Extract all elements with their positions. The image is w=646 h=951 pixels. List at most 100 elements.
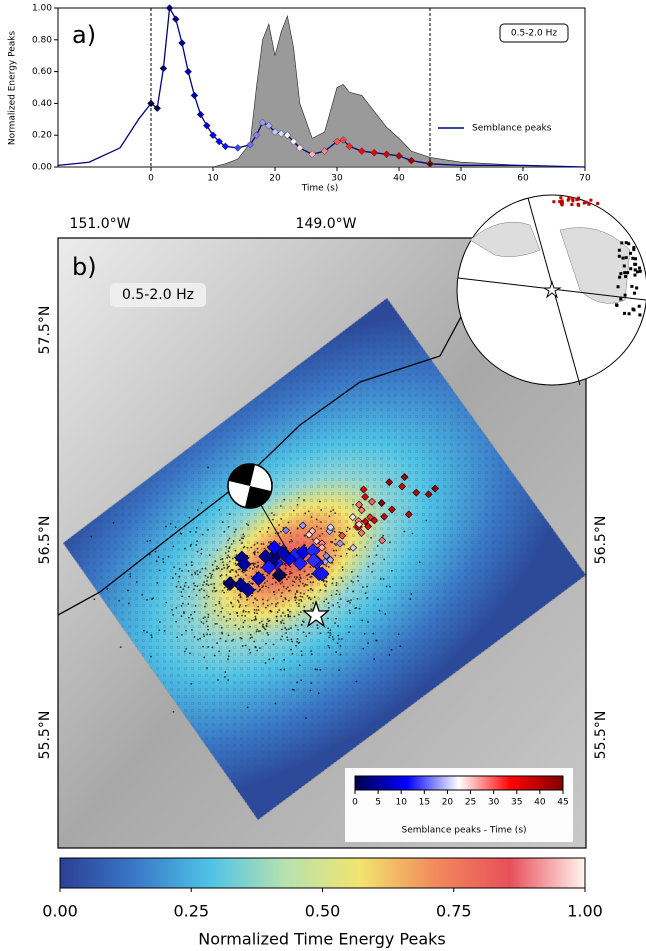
event-dot [327,645,329,647]
x-tick-label: 70 [579,174,591,184]
event-dot [258,586,260,588]
event-dot [189,531,191,533]
event-dot [209,573,211,575]
event-dot [225,552,227,554]
event-dot [232,558,234,560]
station [624,294,627,297]
event-dot [268,587,270,589]
event-dot [207,467,209,469]
event-dot [310,650,312,652]
y-tick-label: 0.40 [32,99,52,109]
station [552,200,555,203]
event-dot [391,570,393,572]
event-dot [273,514,275,516]
station [624,275,627,278]
station [632,308,635,311]
event-dot [373,658,375,660]
event-dot [207,629,209,631]
lat-label: 56.5°N [37,516,53,565]
event-dot [349,610,351,612]
station [638,313,641,316]
event-dot [338,638,340,640]
event-dot [172,577,174,579]
station [629,267,632,270]
colorbar-tick-label: 1.00 [567,902,603,921]
station [625,256,628,259]
event-dot [310,682,312,684]
event-dot [203,623,205,625]
event-dot [216,623,218,625]
event-dot [242,626,244,628]
event-dot [324,584,326,586]
station [615,303,618,306]
event-dot [225,640,227,642]
event-dot [280,615,282,617]
event-dot [183,612,185,614]
event-dot [223,567,225,569]
event-dot [203,581,205,583]
station [584,201,587,204]
event-dot [206,580,208,582]
event-dot [316,526,318,528]
event-dot [290,539,292,541]
event-dot [338,606,340,608]
event-dot [256,629,258,631]
event-dot [141,594,143,596]
event-dot [338,669,340,671]
event-dot [296,602,298,604]
event-dot [328,647,330,649]
event-dot [257,606,259,608]
event-dot [288,616,290,618]
event-dot [351,571,353,573]
event-dot [290,627,292,629]
event-dot [268,541,270,543]
event-dot [254,616,256,618]
event-dot [278,609,280,611]
event-dot [294,576,296,578]
event-dot [185,582,187,584]
event-dot [245,611,247,613]
event-dot [226,564,228,566]
event-dot [249,652,251,654]
station [621,257,624,260]
event-dot [241,571,243,573]
event-dot [303,631,305,633]
station [588,203,591,206]
event-dot [335,550,337,552]
event-dot [294,599,296,601]
event-dot [190,614,192,616]
colorbar-tick-label: 35 [511,798,522,808]
event-dot [287,639,289,641]
event-dot [206,595,208,597]
event-dot [254,598,256,600]
event-dot [238,569,240,571]
event-dot [371,571,373,573]
event-dot [325,598,327,600]
event-dot [267,634,269,636]
event-dot [342,580,344,582]
event-dot [185,630,187,632]
event-dot [285,588,287,590]
event-dot [150,656,152,658]
y-tick-label: 1.00 [32,4,52,14]
event-dot [311,653,313,655]
event-dot [229,538,231,540]
event-dot [189,621,191,623]
event-dot [337,635,339,637]
event-dot [293,616,295,618]
event-dot [331,541,333,543]
event-dot [195,531,197,533]
event-dot [231,640,233,642]
event-dot [253,564,255,566]
event-dot [170,523,172,525]
event-dot [308,573,310,575]
event-dot [410,593,412,595]
event-dot [389,586,391,588]
event-dot [301,654,303,656]
event-dot [188,586,190,588]
event-dot [329,634,331,636]
station [639,270,642,273]
event-dot [214,655,216,657]
station [628,312,631,315]
event-dot [347,527,349,529]
